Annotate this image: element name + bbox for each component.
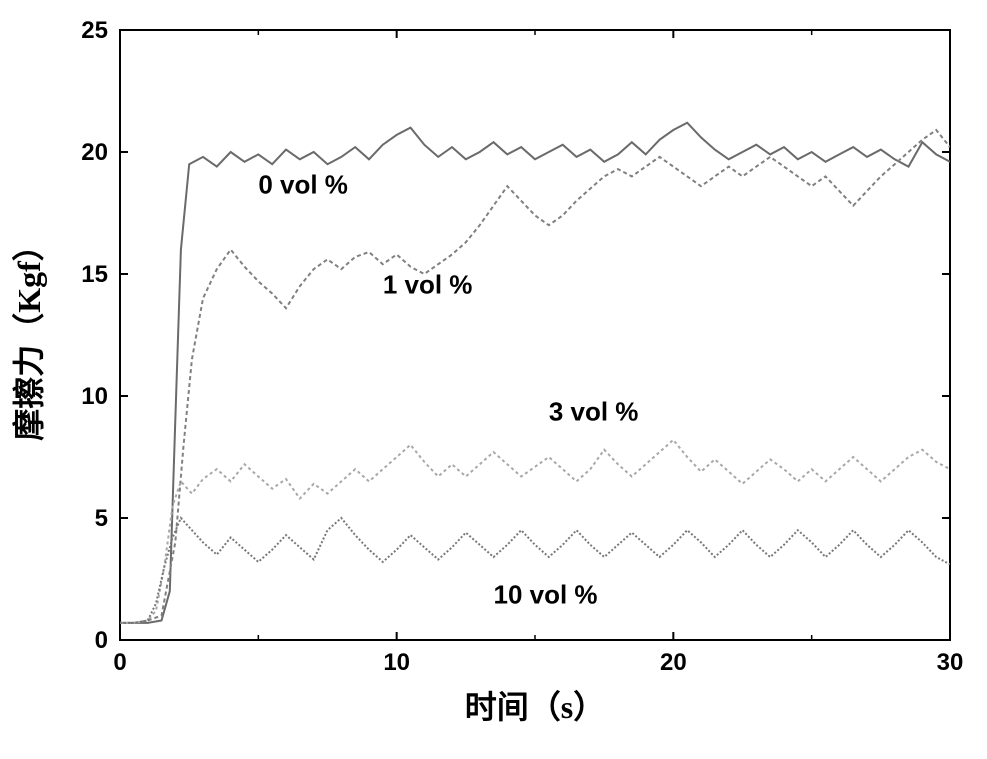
x-tick-label: 10 bbox=[383, 649, 410, 676]
series-0-vol-% bbox=[120, 123, 950, 623]
series-label-0: 0 vol % bbox=[258, 169, 348, 199]
y-tick-label: 20 bbox=[81, 139, 108, 166]
x-tick-label: 20 bbox=[660, 649, 687, 676]
series-label-1: 1 vol % bbox=[383, 270, 473, 300]
chart-svg: 0 10 20 30 0 5 10 15 20 25 时间（s） 摩擦力（Kgf） 0 vol % 1 v… bbox=[0, 0, 987, 759]
y-tick-label: 25 bbox=[81, 17, 108, 44]
x-tick-label: 0 bbox=[113, 649, 126, 676]
series-1-vol-% bbox=[120, 130, 950, 623]
friction-time-chart: 0 10 20 30 0 5 10 15 20 25 时间（s） 摩擦力（Kgf） 0 vol % 1 v… bbox=[0, 0, 987, 759]
x-tick-label: 30 bbox=[937, 649, 964, 676]
y-tick-label: 10 bbox=[81, 383, 108, 410]
y-axis-label: 摩擦力（Kgf） bbox=[11, 229, 47, 441]
x-axis-label: 时间（s） bbox=[465, 689, 605, 725]
plot-border bbox=[120, 30, 950, 640]
y-tick-label: 15 bbox=[81, 261, 108, 288]
y-tick-label: 0 bbox=[95, 627, 108, 654]
series-label-3: 10 vol % bbox=[494, 579, 598, 609]
series-label-2: 3 vol % bbox=[549, 396, 639, 426]
y-tick-label: 5 bbox=[95, 505, 108, 532]
